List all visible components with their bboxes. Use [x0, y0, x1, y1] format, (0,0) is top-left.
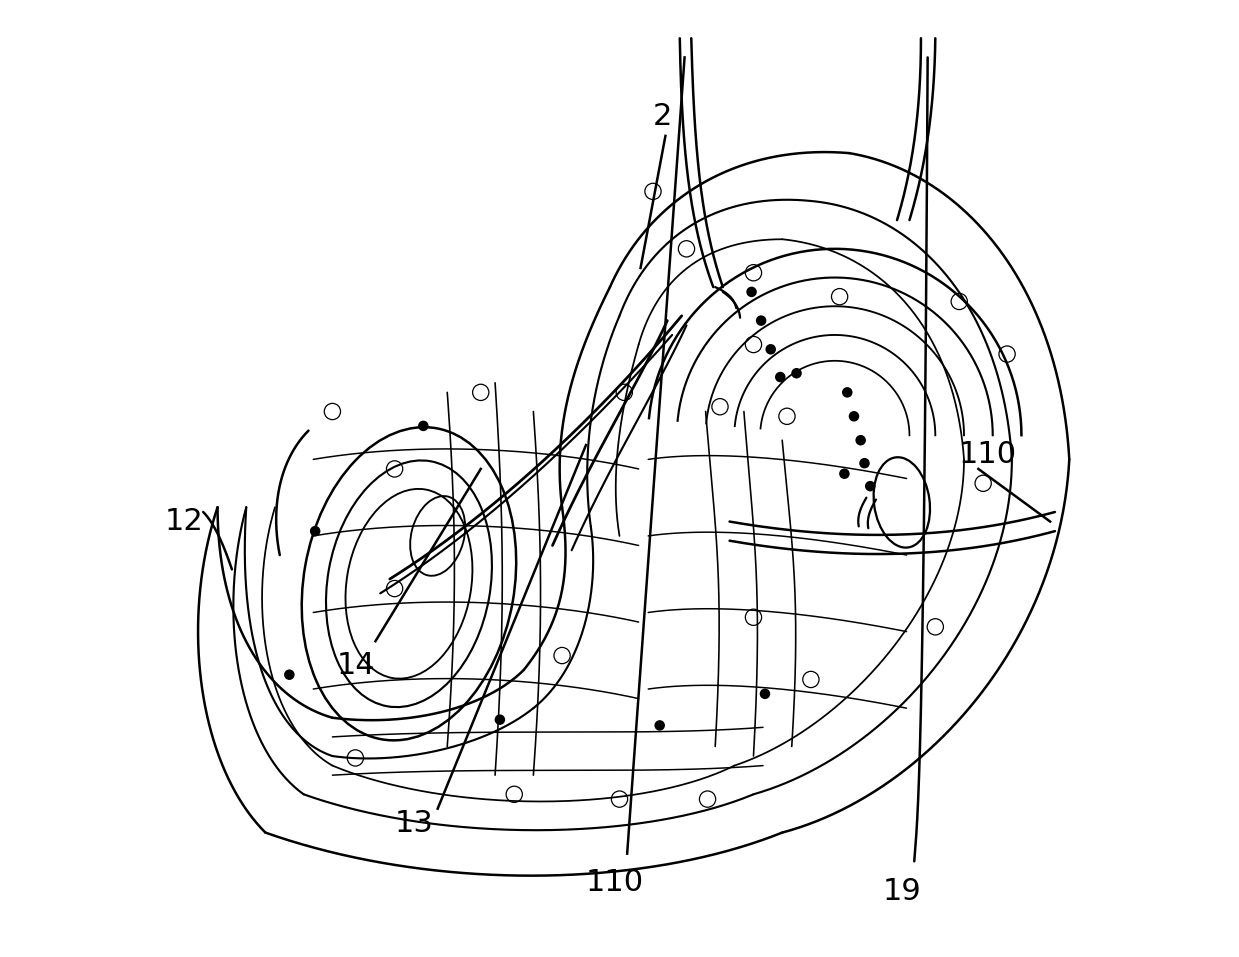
Circle shape: [418, 420, 429, 431]
Circle shape: [843, 387, 852, 398]
Text: 110: 110: [959, 440, 1017, 469]
Circle shape: [865, 480, 876, 492]
Text: 14: 14: [337, 651, 375, 679]
Text: 13: 13: [394, 809, 434, 837]
Circle shape: [766, 344, 776, 354]
Circle shape: [776, 371, 786, 382]
Circle shape: [494, 714, 506, 725]
Circle shape: [792, 367, 802, 378]
Circle shape: [839, 468, 850, 478]
Circle shape: [284, 670, 295, 679]
Circle shape: [859, 457, 870, 469]
Text: 110: 110: [586, 868, 644, 897]
Text: 2: 2: [653, 102, 673, 131]
Circle shape: [849, 412, 859, 421]
Text: 12: 12: [165, 507, 203, 536]
Circle shape: [654, 720, 665, 731]
Circle shape: [760, 688, 771, 699]
Circle shape: [756, 315, 767, 325]
Circle shape: [310, 525, 321, 536]
Circle shape: [855, 434, 866, 445]
Text: 19: 19: [882, 878, 921, 906]
Circle shape: [746, 286, 757, 297]
